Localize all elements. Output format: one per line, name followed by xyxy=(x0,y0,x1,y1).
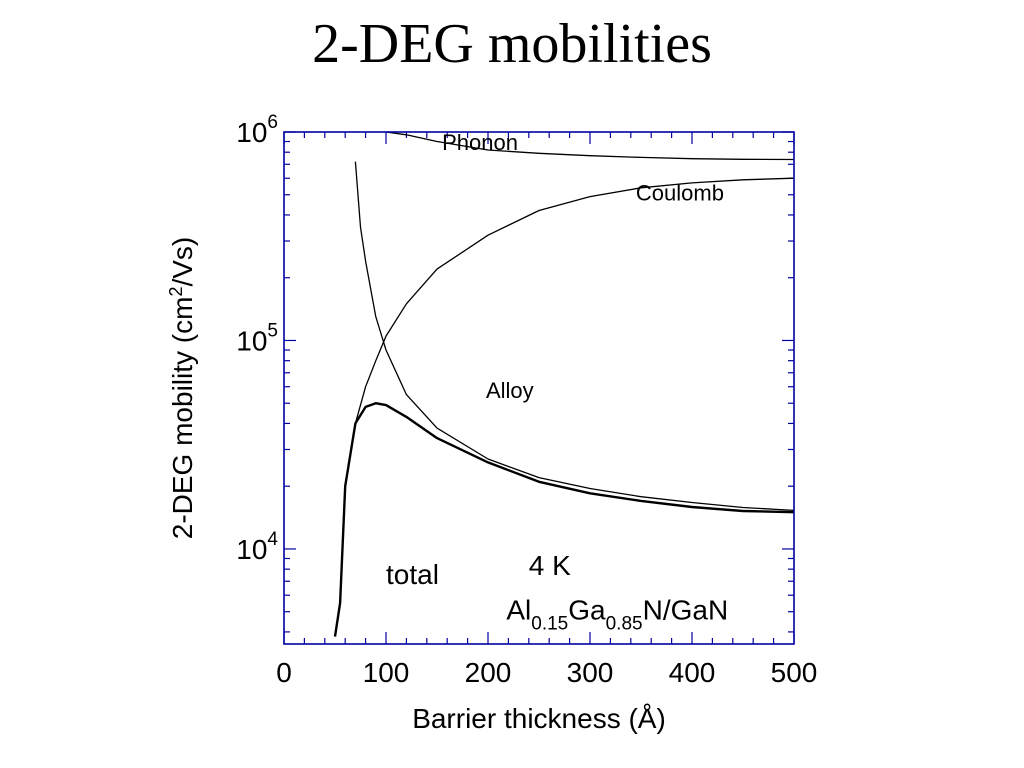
x-tick-label: 100 xyxy=(363,657,410,688)
tick-labels: 0 100 200 300 400 500 104 105 106 xyxy=(236,112,817,688)
curve-labels: Phonon Coulomb Alloy total xyxy=(386,130,724,590)
x-tick-label: 200 xyxy=(465,657,512,688)
label-total: total xyxy=(386,559,439,590)
y-tick-label: 104 xyxy=(236,529,278,565)
curves xyxy=(333,131,795,637)
x-tick-label: 0 xyxy=(276,657,292,688)
material-ga-sub: 0.85 xyxy=(606,613,643,634)
label-alloy: Alloy xyxy=(486,378,534,403)
curve-total xyxy=(333,402,795,637)
y-axis-label-sup: 2 xyxy=(166,287,186,297)
plot-frame xyxy=(283,131,795,645)
label-phonon: Phonon xyxy=(442,130,518,155)
x-axis-label: Barrier thickness (Å) xyxy=(412,703,666,734)
material-al: Al xyxy=(506,594,531,625)
material-ga: Ga xyxy=(568,594,606,625)
x-tick-label: 400 xyxy=(669,657,716,688)
material-al-sub: 0.15 xyxy=(531,613,568,634)
y-axis-label-unit: /Vs) xyxy=(167,237,198,287)
curve-alloy xyxy=(354,161,795,512)
x-tick-label: 300 xyxy=(567,657,614,688)
x-tick-label: 500 xyxy=(771,657,818,688)
y-axis-label: 2-DEG mobility (cm2/Vs) xyxy=(166,237,198,540)
temperature-annotation: 4 K xyxy=(529,550,571,581)
curve-coulomb xyxy=(354,177,795,424)
curve-phonon xyxy=(385,131,795,161)
y-tick-label: 105 xyxy=(236,320,278,356)
y-tick-label: 106 xyxy=(236,112,278,148)
y-axis-label-main: 2-DEG mobility (cm xyxy=(167,297,198,540)
page-title: 2-DEG mobilities xyxy=(312,13,712,75)
material-annotation: Al0.15Ga0.85N/GaN xyxy=(506,594,728,634)
label-coulomb: Coulomb xyxy=(636,180,724,205)
material-rest: N/GaN xyxy=(643,594,729,625)
